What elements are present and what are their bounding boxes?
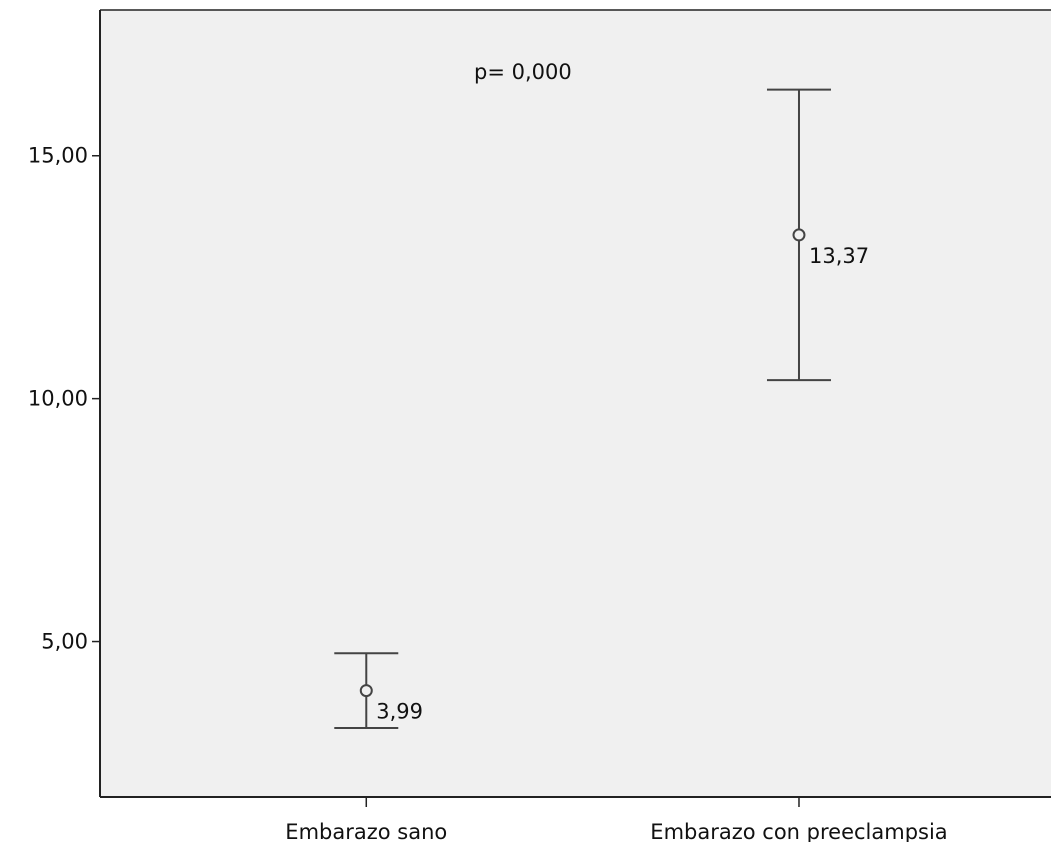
p-value-annotation: p= 0,000: [474, 60, 572, 84]
mean-marker: [359, 684, 373, 698]
y-axis-ticks: 5,00 10,00 15,00: [28, 144, 100, 654]
mean-value-label: 3,99: [376, 700, 423, 724]
error-bar: 13,37: [766, 88, 869, 382]
x-axis-ticks: Embarazo sano Embarazo con preeclampsia: [285, 797, 948, 842]
error-bars: 3,99 13,37: [334, 88, 869, 730]
y-tick-label: 10,00: [28, 387, 88, 411]
mean-value-label: 13,37: [809, 244, 869, 268]
y-tick-label: 5,00: [41, 630, 88, 654]
x-category-label: Embarazo sano: [285, 820, 447, 842]
axes: [99, 9, 1051, 798]
y-tick-label: 15,00: [28, 144, 88, 168]
error-bar: 3,99: [334, 652, 423, 730]
plot-area: [100, 10, 1051, 797]
x-category-label: Embarazo con preeclampsia: [650, 820, 947, 842]
annotations: p= 0,000: [474, 60, 572, 84]
mean-marker: [792, 228, 806, 242]
